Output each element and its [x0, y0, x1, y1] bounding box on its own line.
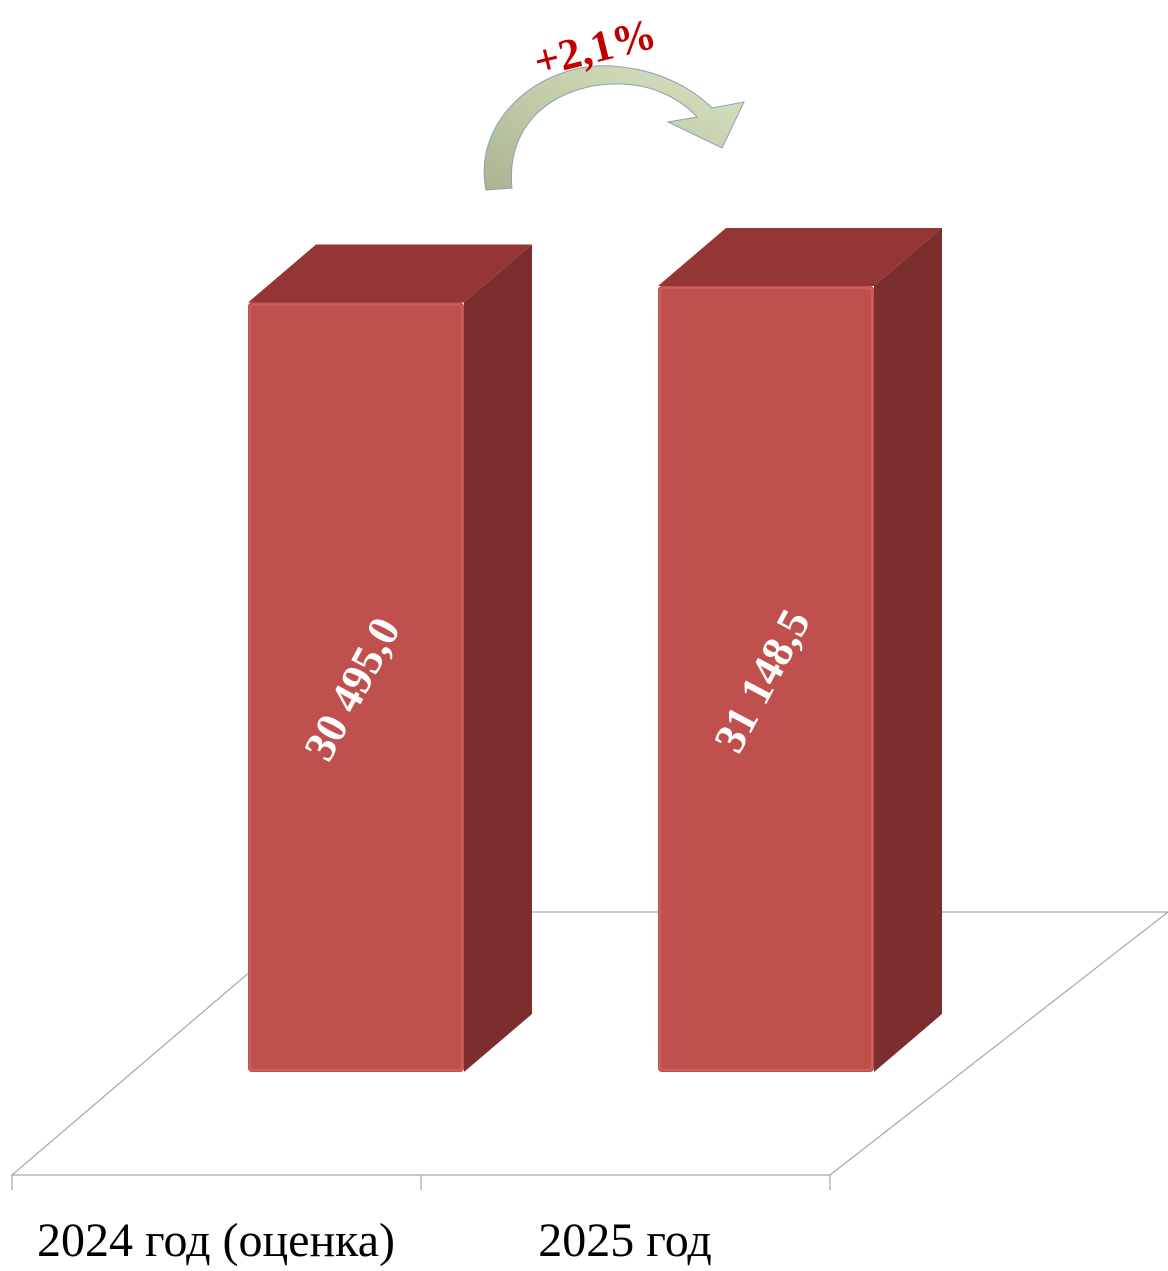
bar-bevel — [249, 303, 463, 1071]
bar: 30 495,0 — [248, 244, 532, 1073]
bar-side-face — [874, 228, 942, 1072]
bars: 30 495,0 31 148,5 — [248, 228, 942, 1073]
x-axis-labels: 2024 год (оценка) 2025 год — [37, 1214, 712, 1267]
bar-bevel — [659, 287, 873, 1071]
bar-front-face — [658, 286, 874, 1072]
growth-indicator: +2,1% — [483, 9, 745, 191]
bar: 31 148,5 — [658, 228, 942, 1072]
bar-top-face — [248, 244, 532, 303]
bar-top-face — [658, 228, 942, 286]
x-tick-label: 2025 год — [538, 1214, 712, 1266]
floor-plane — [10, 911, 1168, 1176]
chart-floor — [10, 911, 1168, 1190]
x-tick-label: 2024 год (оценка) — [37, 1214, 395, 1266]
bar-front-face — [248, 302, 464, 1073]
bar-side-face — [464, 244, 532, 1073]
growth-arrow-icon — [483, 65, 745, 191]
